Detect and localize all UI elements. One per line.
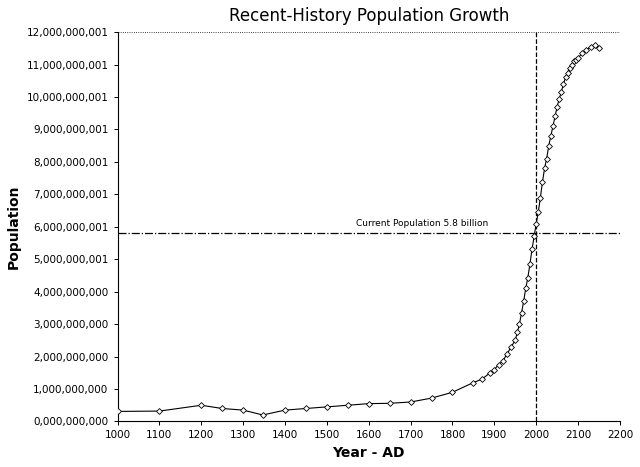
Title: Recent-History Population Growth: Recent-History Population Growth xyxy=(228,7,509,25)
Text: Current Population 5.8 billion: Current Population 5.8 billion xyxy=(356,219,488,228)
X-axis label: Year - AD: Year - AD xyxy=(332,446,405,460)
Y-axis label: Population: Population xyxy=(7,184,21,269)
